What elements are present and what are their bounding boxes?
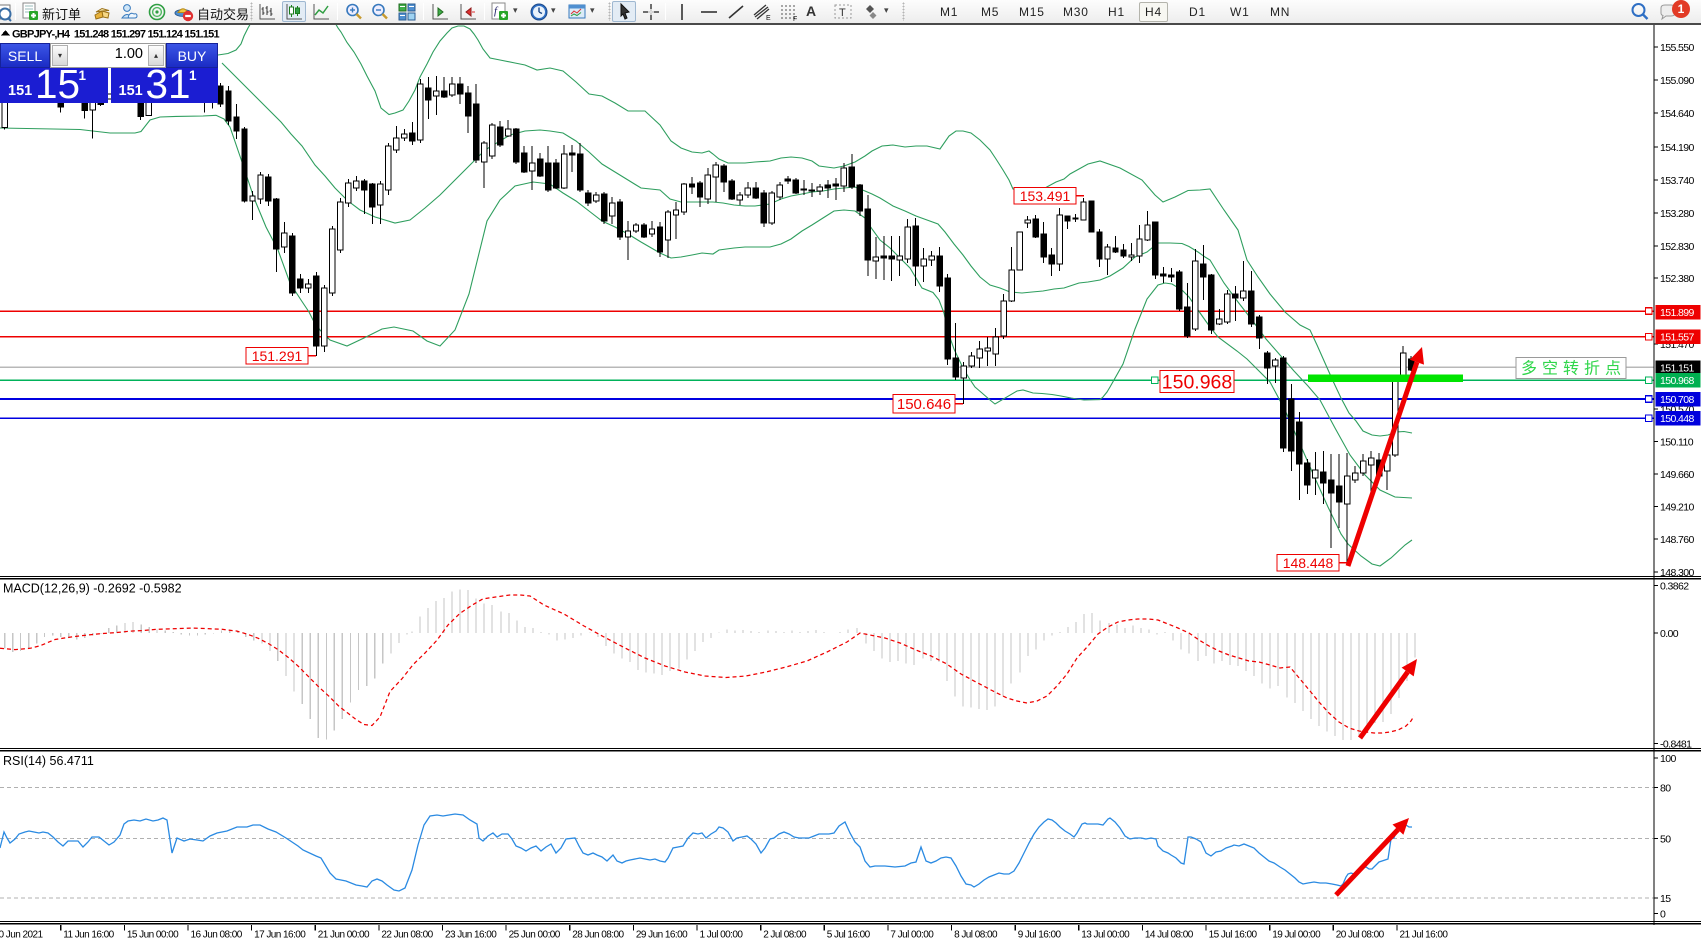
svg-text:MACD(12,26,9) -0.2692 -0.5982: MACD(12,26,9) -0.2692 -0.5982 bbox=[3, 582, 182, 596]
svg-text:T: T bbox=[839, 7, 846, 19]
svg-text:25 Jun 00:00: 25 Jun 00:00 bbox=[509, 930, 561, 941]
svg-text:15 Jun 00:00: 15 Jun 00:00 bbox=[127, 930, 179, 941]
svg-text:153.740: 153.740 bbox=[1660, 175, 1695, 187]
svg-text:150.110: 150.110 bbox=[1660, 436, 1694, 448]
svg-text:23 Jun 16:00: 23 Jun 16:00 bbox=[445, 930, 497, 941]
svg-text:150.448: 150.448 bbox=[1660, 413, 1695, 425]
svg-text:7 Jul 00:00: 7 Jul 00:00 bbox=[890, 930, 934, 941]
svg-text:F: F bbox=[793, 16, 797, 22]
svg-text:150.968: 150.968 bbox=[1660, 375, 1695, 387]
svg-text:10 Jun 2021: 10 Jun 2021 bbox=[0, 930, 43, 941]
svg-text:149.660: 149.660 bbox=[1660, 469, 1695, 481]
svg-text:22 Jun 08:00: 22 Jun 08:00 bbox=[381, 930, 433, 941]
svg-text:28 Jun 08:00: 28 Jun 08:00 bbox=[572, 930, 624, 941]
svg-text:16 Jun 08:00: 16 Jun 08:00 bbox=[191, 930, 243, 941]
svg-text:151.557: 151.557 bbox=[1660, 331, 1695, 343]
svg-text:15: 15 bbox=[1660, 893, 1671, 905]
svg-text:8 Jul 08:00: 8 Jul 08:00 bbox=[954, 930, 998, 941]
svg-text:20 Jul 08:00: 20 Jul 08:00 bbox=[1336, 930, 1385, 941]
svg-text:150.708: 150.708 bbox=[1660, 394, 1695, 406]
svg-text:21 Jun 00:00: 21 Jun 00:00 bbox=[318, 930, 370, 941]
svg-text:11 Jun 16:00: 11 Jun 16:00 bbox=[63, 930, 114, 941]
svg-text:150.968: 150.968 bbox=[1162, 372, 1233, 394]
svg-text:2 Jul 08:00: 2 Jul 08:00 bbox=[763, 930, 807, 941]
svg-text:f: f bbox=[494, 5, 499, 17]
svg-text:149.210: 149.210 bbox=[1660, 501, 1695, 513]
svg-text:9 Jul 16:00: 9 Jul 16:00 bbox=[1018, 930, 1062, 941]
svg-text:155.090: 155.090 bbox=[1660, 75, 1695, 87]
svg-text:151.151: 151.151 bbox=[1660, 363, 1695, 375]
svg-text:80: 80 bbox=[1660, 782, 1671, 794]
svg-text:21 Jul 16:00: 21 Jul 16:00 bbox=[1400, 930, 1449, 941]
svg-text:150.646: 150.646 bbox=[897, 396, 951, 413]
svg-text:153.491: 153.491 bbox=[1020, 188, 1071, 204]
svg-text:151.291: 151.291 bbox=[252, 348, 303, 364]
svg-text:15 Jul 16:00: 15 Jul 16:00 bbox=[1209, 930, 1258, 941]
svg-text:152.380: 152.380 bbox=[1660, 273, 1695, 285]
svg-text:154.640: 154.640 bbox=[1660, 108, 1695, 120]
svg-text:5 Jul 16:00: 5 Jul 16:00 bbox=[827, 930, 871, 941]
svg-text:17 Jun 16:00: 17 Jun 16:00 bbox=[254, 930, 306, 941]
svg-text:0.3862: 0.3862 bbox=[1660, 580, 1689, 592]
svg-text:153.280: 153.280 bbox=[1660, 208, 1695, 220]
svg-text:13 Jul 00:00: 13 Jul 00:00 bbox=[1081, 930, 1130, 941]
svg-text:148.300: 148.300 bbox=[1660, 567, 1695, 579]
svg-text:50: 50 bbox=[1660, 833, 1671, 845]
svg-text:29 Jun 16:00: 29 Jun 16:00 bbox=[636, 930, 688, 941]
svg-text:152.830: 152.830 bbox=[1660, 241, 1695, 253]
svg-text:154.190: 154.190 bbox=[1660, 142, 1695, 154]
svg-text:100: 100 bbox=[1660, 753, 1676, 765]
svg-text:0: 0 bbox=[1660, 908, 1666, 920]
svg-text:14 Jul 08:00: 14 Jul 08:00 bbox=[1145, 930, 1194, 941]
svg-text:19 Jul 00:00: 19 Jul 00:00 bbox=[1272, 930, 1321, 941]
svg-text:0.00: 0.00 bbox=[1660, 628, 1679, 640]
svg-text:-0.8481: -0.8481 bbox=[1660, 738, 1692, 750]
svg-text:155.550: 155.550 bbox=[1660, 42, 1695, 54]
svg-text:GBPJPY-,H4 151.248 151.297 15: GBPJPY-,H4 151.248 151.297 151.124 151.1… bbox=[12, 29, 220, 41]
svg-text:1 Jul 00:00: 1 Jul 00:00 bbox=[700, 930, 744, 941]
svg-text:148.760: 148.760 bbox=[1660, 534, 1695, 546]
svg-text:E: E bbox=[766, 15, 771, 22]
svg-text:RSI(14) 56.4711: RSI(14) 56.4711 bbox=[3, 754, 94, 768]
svg-text:多空转折点: 多空转折点 bbox=[1521, 360, 1621, 378]
svg-text:148.448: 148.448 bbox=[1283, 555, 1334, 571]
svg-text:151.899: 151.899 bbox=[1660, 307, 1695, 319]
